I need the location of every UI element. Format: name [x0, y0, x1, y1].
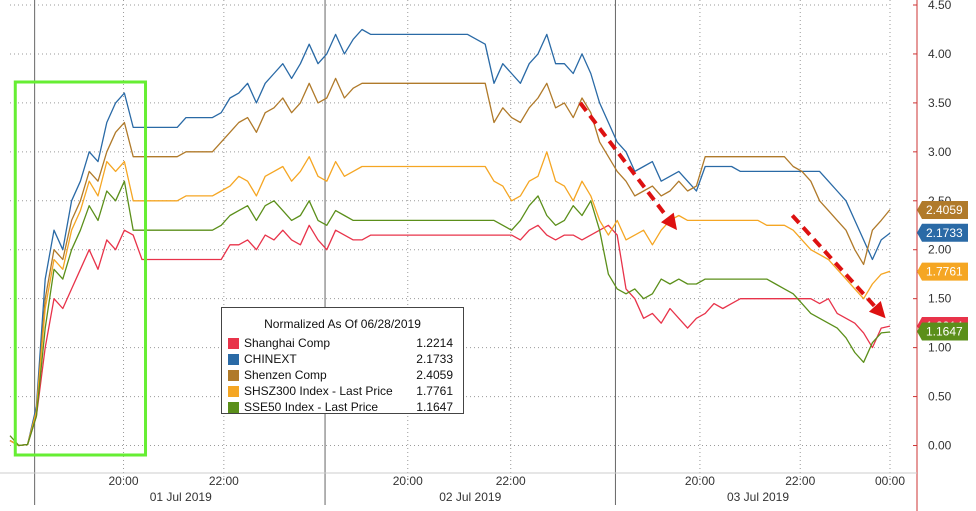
last-value-tag-label: 2.1733	[926, 226, 963, 240]
last-value-tag-label: 2.4059	[926, 203, 963, 217]
y-axis: 0.000.501.001.502.002.503.003.504.004.50	[913, 0, 952, 511]
legend-series-value: 1.2214	[416, 336, 453, 350]
trend-arrow-head	[660, 212, 678, 231]
x-tick-label: 20:00	[109, 474, 139, 488]
legend-swatch	[228, 386, 239, 397]
legend-swatch	[228, 370, 239, 381]
trend-arrows	[578, 101, 886, 319]
legend-swatch	[228, 402, 239, 413]
last-value-tag: 1.7761	[917, 262, 968, 281]
y-tick-label: 3.00	[928, 145, 952, 159]
x-date-label: 03 Jul 2019	[727, 490, 789, 504]
legend-item: SSE50 Index - Last Price 1.1647	[228, 400, 457, 416]
legend-item: SHSZ300 Index - Last Price 1.7761	[228, 384, 457, 400]
series-line	[9, 224, 891, 447]
x-tick-label: 00:00	[875, 474, 905, 488]
x-tick-label: 20:00	[685, 474, 715, 488]
legend-series-name: SSE50 Index - Last Price	[244, 400, 379, 414]
x-tick-label: 22:00	[496, 474, 526, 488]
y-tick-label: 2.00	[928, 243, 952, 257]
legend-swatch	[228, 354, 239, 365]
legend-series-name: Shanghai Comp	[244, 336, 331, 350]
y-tick-label: 4.50	[928, 0, 952, 12]
legend-series-value: 2.1733	[416, 352, 453, 366]
legend-series-name: CHINEXT	[244, 352, 297, 366]
trend-arrow-head	[868, 301, 886, 319]
highlight-rect	[13, 80, 148, 457]
legend: Normalized As Of 06/28/2019 Shanghai Com…	[221, 307, 464, 414]
last-value-tag-bg	[917, 201, 968, 220]
last-value-tag: 2.1733	[917, 223, 968, 242]
legend-title: Normalized As Of 06/28/2019	[264, 317, 421, 331]
highlight-box	[13, 80, 148, 457]
y-tick-label: 1.50	[928, 292, 952, 306]
series-line	[9, 180, 891, 447]
last-value-tag-label: 1.7761	[926, 265, 963, 279]
x-date-label: 01 Jul 2019	[150, 490, 212, 504]
y-tick-label: 0.50	[928, 390, 952, 404]
legend-item: CHINEXT 2.1733	[228, 352, 457, 368]
x-axis: 20:00 22:00 20:00 22:00 20:00 22:00 00:00 01 Ju…	[0, 472, 917, 504]
last-value-tag: 1.1647	[917, 322, 968, 341]
series-line	[9, 77, 891, 447]
legend-series-name: Shenzen Comp	[244, 368, 327, 382]
last-value-tag-bg	[917, 262, 968, 281]
legend-series-name: SHSZ300 Index - Last Price	[244, 384, 393, 398]
series-lines	[9, 28, 891, 447]
legend-swatch	[228, 338, 239, 349]
y-tick-label: 4.00	[928, 47, 952, 61]
y-tick-label: 1.00	[928, 341, 952, 355]
legend-series-value: 2.4059	[416, 368, 453, 382]
last-value-tag-label: 1.1647	[926, 325, 963, 339]
legend-series-value: 1.1647	[416, 400, 453, 414]
x-tick-label: 20:00	[393, 474, 423, 488]
y-tick-label: 0.00	[928, 439, 952, 453]
legend-series-value: 1.7761	[416, 384, 453, 398]
x-date-label: 02 Jul 2019	[439, 490, 501, 504]
legend-item: Shenzen Comp 2.4059	[228, 368, 457, 384]
y-tick-label: 3.50	[928, 96, 952, 110]
last-value-tag-bg	[917, 322, 968, 341]
series-line	[9, 151, 891, 447]
x-tick-label: 22:00	[785, 474, 815, 488]
last-value-tag-bg	[917, 223, 968, 242]
series-line	[9, 28, 891, 447]
last-value-tag: 2.4059	[917, 201, 968, 220]
legend-item: Shanghai Comp 1.2214	[228, 336, 457, 352]
trend-arrow-shaft	[790, 214, 877, 308]
day-boundaries	[34, 0, 616, 505]
x-tick-label: 22:00	[209, 474, 239, 488]
trend-arrow-shaft	[578, 101, 669, 219]
